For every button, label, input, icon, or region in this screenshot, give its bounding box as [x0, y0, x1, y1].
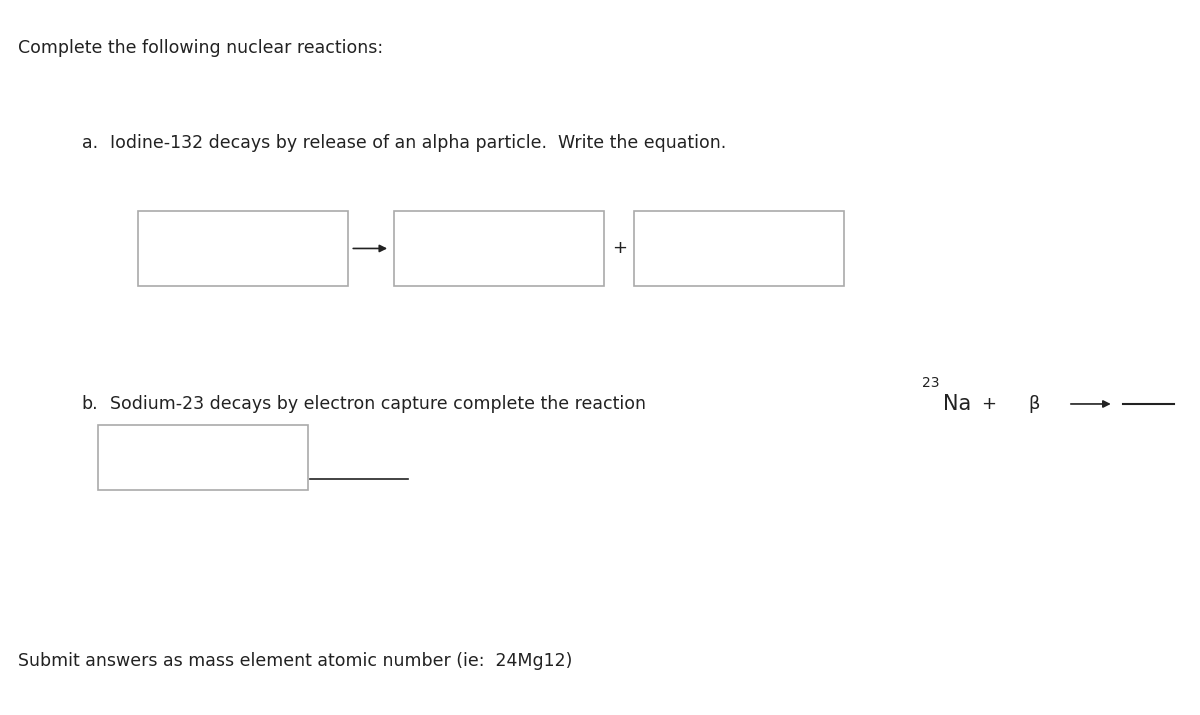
FancyBboxPatch shape	[138, 211, 348, 286]
Text: +: +	[612, 240, 626, 257]
FancyBboxPatch shape	[98, 425, 308, 490]
Text: Iodine-132 decays by release of an alpha particle.  Write the equation.: Iodine-132 decays by release of an alpha…	[110, 134, 727, 152]
FancyBboxPatch shape	[634, 211, 844, 286]
FancyBboxPatch shape	[394, 211, 604, 286]
Text: +: +	[982, 395, 996, 413]
Text: b.: b.	[82, 395, 98, 413]
Text: Submit answers as mass element atomic number (ie:  24Mg12): Submit answers as mass element atomic nu…	[18, 652, 572, 671]
Text: Complete the following nuclear reactions:: Complete the following nuclear reactions…	[18, 39, 383, 57]
Text: β: β	[1028, 395, 1040, 413]
Text: Na: Na	[943, 394, 972, 414]
Text: 23: 23	[922, 375, 940, 390]
Text: a.: a.	[82, 134, 97, 152]
Text: Sodium-23 decays by electron capture complete the reaction: Sodium-23 decays by electron capture com…	[110, 395, 647, 413]
